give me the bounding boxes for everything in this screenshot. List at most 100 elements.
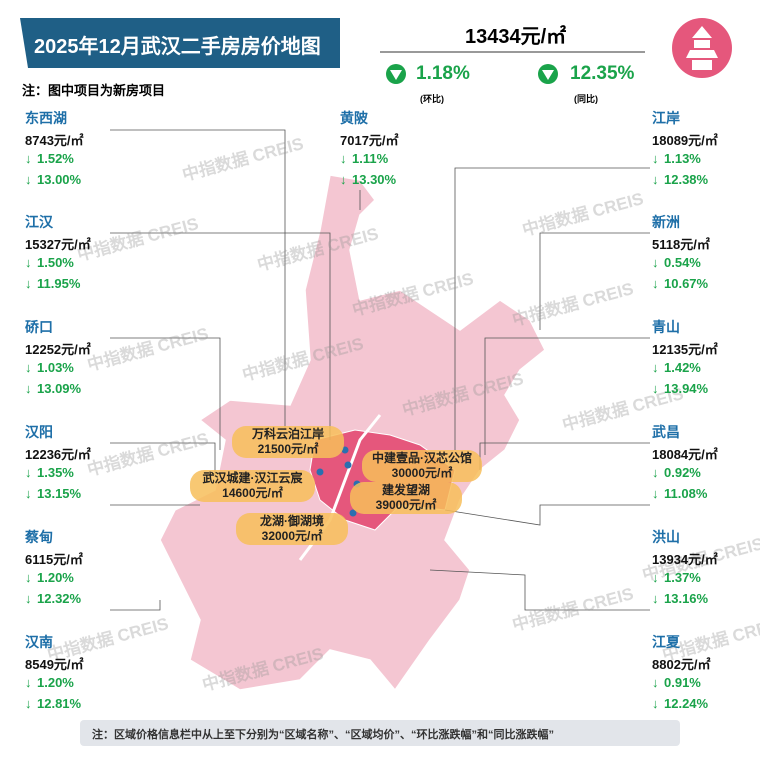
project-label: 建发望湖 39000元/㎡ bbox=[350, 482, 462, 514]
title: 2025年12月武汉二手房房价地图 bbox=[34, 36, 321, 58]
district-name: 新洲 bbox=[652, 214, 680, 230]
mom-arrow: ↓ bbox=[340, 151, 347, 166]
leader-line bbox=[484, 337, 650, 455]
district-mom: 1.50% bbox=[37, 255, 74, 270]
leader-line bbox=[110, 232, 331, 440]
district-mom: 1.13% bbox=[664, 151, 701, 166]
project-price: 32000元/㎡ bbox=[261, 529, 323, 543]
project-price: 21500元/㎡ bbox=[257, 442, 319, 456]
mom-arrow: ↓ bbox=[25, 360, 32, 375]
project-dot bbox=[316, 468, 324, 476]
district-name: 武昌 bbox=[652, 424, 680, 440]
district-yoy: 12.38% bbox=[664, 172, 709, 187]
district-mom: 0.91% bbox=[664, 675, 701, 690]
leader-line bbox=[110, 442, 216, 475]
district-yoy: 12.32% bbox=[37, 591, 82, 606]
mom-arrow: ↓ bbox=[652, 465, 659, 480]
district-yoy: 12.81% bbox=[37, 696, 82, 711]
district-name: 汉阳 bbox=[25, 424, 53, 440]
district-name: 硚口 bbox=[25, 319, 53, 335]
project-name: 龙湖·御湖境 bbox=[260, 514, 324, 528]
district-mom: 1.20% bbox=[37, 570, 74, 585]
avg-price: 13434元/㎡ bbox=[465, 26, 567, 48]
district-mom: 1.03% bbox=[37, 360, 74, 375]
mom-arrow: ↓ bbox=[25, 151, 32, 166]
yoy-arrow: ↓ bbox=[652, 381, 659, 396]
district-name: 蔡甸 bbox=[25, 529, 53, 545]
yoy-arrow: ↓ bbox=[25, 486, 32, 501]
yoy-arrow: ↓ bbox=[25, 172, 32, 187]
district-mom: 1.37% bbox=[664, 570, 701, 585]
district-price: 15327元/㎡ bbox=[25, 237, 91, 252]
district-name: 洪山 bbox=[652, 529, 680, 545]
project-price: 14600元/㎡ bbox=[222, 486, 283, 500]
district-yoy: 13.16% bbox=[664, 591, 709, 606]
district-price: 18089元/㎡ bbox=[652, 133, 718, 148]
yoy-arrow: ↓ bbox=[25, 381, 32, 396]
district-name: 江汉 bbox=[25, 214, 53, 230]
project-price: 39000元/㎡ bbox=[375, 498, 437, 512]
logo-pagoda bbox=[686, 26, 718, 70]
yoy-arrow: ↓ bbox=[652, 591, 659, 606]
district-mom: 1.11% bbox=[352, 151, 389, 166]
leader-line bbox=[444, 504, 650, 526]
mom-arrow: ↓ bbox=[25, 675, 32, 690]
mom-arrow: ↓ bbox=[652, 570, 659, 585]
project-label: 中建壹品·汉芯公馆 30000元/㎡ bbox=[362, 450, 482, 482]
project-name: 万科云泊江岸 bbox=[251, 427, 324, 441]
district-yoy: 13.30% bbox=[352, 172, 397, 187]
mom-arrow: ↓ bbox=[652, 675, 659, 690]
district-price: 12252元/㎡ bbox=[25, 342, 91, 357]
district-yoy: 11.95% bbox=[37, 276, 81, 291]
yoy-arrow: ↓ bbox=[25, 591, 32, 606]
yoy-arrow: ↓ bbox=[652, 172, 659, 187]
district-mom: 1.52% bbox=[37, 151, 74, 166]
district-price: 8743元/㎡ bbox=[25, 133, 84, 148]
leader-line bbox=[454, 167, 650, 450]
district-price: 5118元/㎡ bbox=[652, 237, 710, 252]
mom-arrow: ↓ bbox=[25, 465, 32, 480]
project-dot bbox=[344, 461, 352, 469]
district-price: 13934元/㎡ bbox=[652, 552, 718, 567]
title-box bbox=[20, 18, 340, 68]
district-price: 7017元/㎡ bbox=[340, 133, 399, 148]
district-mom: 0.92% bbox=[664, 465, 701, 480]
district-name: 黄陂 bbox=[340, 110, 368, 126]
district-name: 江岸 bbox=[652, 110, 680, 126]
yoy-arrow: ↓ bbox=[652, 276, 659, 291]
leader-line bbox=[429, 569, 650, 611]
yoy: 12.35% bbox=[570, 63, 635, 84]
district-price: 12236元/㎡ bbox=[25, 447, 91, 462]
yoy-arrow: ↓ bbox=[652, 696, 659, 711]
district-yoy: 13.09% bbox=[37, 381, 82, 396]
leader-line bbox=[110, 129, 286, 430]
leader-line bbox=[110, 337, 221, 450]
district-price: 18084元/㎡ bbox=[652, 447, 718, 462]
yoy-arrow: ↓ bbox=[652, 486, 659, 501]
mom-arrow: ↓ bbox=[652, 255, 659, 270]
district-mom: 1.42% bbox=[664, 360, 701, 375]
yoy-label: (同比) bbox=[574, 94, 598, 104]
district-name: 青山 bbox=[652, 319, 680, 335]
district-price: 12135元/㎡ bbox=[652, 342, 718, 357]
district-yoy: 13.94% bbox=[664, 381, 709, 396]
project-label: 武汉城建·汉江云宸 14600元/㎡ bbox=[190, 470, 315, 502]
district-yoy: 12.24% bbox=[664, 696, 709, 711]
district-name: 江夏 bbox=[652, 634, 680, 650]
leader-line bbox=[539, 232, 650, 330]
district-price: 8802元/㎡ bbox=[652, 657, 711, 672]
footer-note: 注：区域价格信息栏中从上至下分别为“区域名称”、“区域均价”、“环比涨跌幅”和“… bbox=[92, 729, 554, 741]
mom-label: (环比) bbox=[420, 94, 444, 104]
district-price: 8549元/㎡ bbox=[25, 657, 84, 672]
project-label: 龙湖·御湖境 32000元/㎡ bbox=[236, 513, 348, 545]
district-yoy: 13.15% bbox=[37, 486, 82, 501]
project-name: 武汉城建·汉江云宸 bbox=[202, 471, 303, 485]
mom: 1.18% bbox=[416, 63, 470, 84]
district-yoy: 11.08% bbox=[664, 486, 708, 501]
yoy-arrow: ↓ bbox=[25, 696, 32, 711]
project-label: 万科云泊江岸 21500元/㎡ bbox=[232, 426, 344, 458]
district-mom: 0.54% bbox=[664, 255, 701, 270]
note: 注：图中项目为新房项目 bbox=[22, 83, 166, 98]
